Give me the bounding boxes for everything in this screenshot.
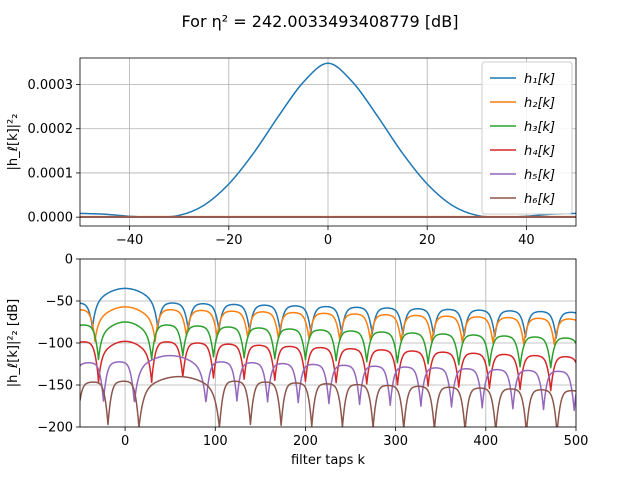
legend-label: h₁[k] (524, 72, 555, 87)
y-tick-label: 0 (65, 253, 73, 268)
series-lines (80, 62, 576, 218)
figure-title: For η² = 242.0033493408779 [dB] (182, 12, 459, 31)
legend-item: h₂[k] (490, 96, 555, 111)
series-line-3 (80, 321, 576, 369)
x-tick-label: 20 (419, 233, 436, 248)
legend-label: h₅[k] (524, 168, 555, 183)
series-line-4 (80, 340, 576, 392)
legend-item: h₆[k] (490, 192, 555, 207)
legend-label: h₂[k] (524, 96, 555, 111)
y-tick-label: 0.0003 (28, 78, 74, 93)
y-axis-label: |h_ℓ[k]|²₂ (6, 114, 21, 171)
x-tick-label: −40 (116, 233, 143, 248)
y-tick-label: −200 (37, 421, 73, 436)
x-tick-label: −20 (215, 233, 242, 248)
legend-item: h₁[k] (490, 72, 555, 87)
y-tick-label: −100 (37, 337, 73, 352)
series-line-2 (80, 306, 576, 346)
x-tick-label: 200 (293, 434, 318, 449)
legend-item: h₅[k] (490, 168, 555, 183)
series-lines (80, 287, 576, 427)
legend-item: h₄[k] (490, 144, 555, 159)
x-tick-label: 0 (324, 233, 332, 248)
legend-label: h₄[k] (524, 144, 555, 159)
series-line-1 (80, 287, 576, 339)
y-tick-label: 0.0001 (28, 166, 74, 181)
legend-item: h₃[k] (490, 120, 555, 135)
x-tick-label: 40 (518, 233, 535, 248)
y-tick-label: −50 (46, 295, 73, 310)
x-tick-label: 500 (564, 434, 589, 449)
x-tick-label: 300 (383, 434, 408, 449)
top-axes: −40 −20 0 20 40 0.0000 0.0001 0.0002 0.0003 |h_ℓ[… (6, 57, 577, 248)
series-line-5 (80, 354, 576, 412)
legend: h₁[k] h₂[k] h₃[k] h₄[k] h₅[k] h₆[k] (481, 61, 573, 215)
legend-label: h₃[k] (524, 120, 555, 135)
x-tick-label: 0 (121, 434, 129, 449)
y-tick-label: 0.0002 (28, 122, 74, 137)
x-axis-label: filter taps k (291, 453, 366, 468)
series-line-6 (80, 375, 576, 427)
x-tick-label: 100 (203, 434, 228, 449)
x-tick-label: 400 (473, 434, 498, 449)
bottom-axes: 0 100 200 300 400 500 −200 −150 −100 −50 0 |h_ℓ[k]|… (6, 253, 588, 469)
y-tick-label: 0.0000 (28, 211, 74, 226)
legend-label: h₆[k] (524, 192, 555, 207)
legend-box (481, 61, 573, 215)
y-axis-label: |h_ℓ[k]|²₂ [dB] (6, 299, 21, 387)
y-tick-label: −150 (37, 379, 73, 394)
